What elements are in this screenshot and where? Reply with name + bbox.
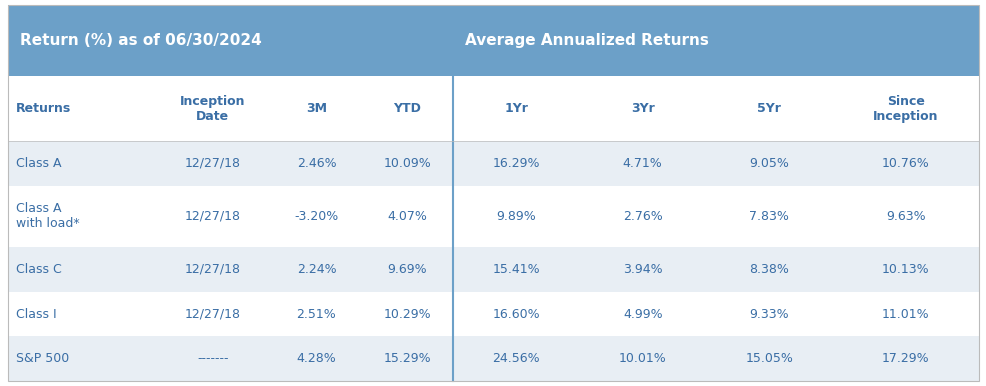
Text: 4.71%: 4.71% [622, 157, 662, 170]
Text: 12/27/18: 12/27/18 [184, 157, 241, 170]
Bar [8, 5, 978, 76]
Text: 10.09%: 10.09% [384, 157, 431, 170]
Bar [8, 76, 978, 141]
Text: -3.20%: -3.20% [294, 210, 338, 223]
Text: 9.05%: 9.05% [748, 157, 789, 170]
Text: 15.05%: 15.05% [744, 352, 793, 366]
Text: 15.29%: 15.29% [384, 352, 431, 366]
Text: 10.01%: 10.01% [618, 352, 666, 366]
Text: 9.33%: 9.33% [748, 308, 788, 320]
Text: Class C: Class C [16, 262, 61, 276]
Text: Average Annualized Returns: Average Annualized Returns [464, 33, 708, 48]
Text: -------: ------- [197, 352, 229, 366]
Bar [8, 247, 978, 291]
Text: 12/27/18: 12/27/18 [184, 262, 241, 276]
Text: Class A: Class A [16, 157, 61, 170]
Text: Since
Inception: Since Inception [873, 95, 938, 123]
Text: 1Yr: 1Yr [504, 102, 528, 115]
Text: 10.29%: 10.29% [384, 308, 431, 320]
Bar [8, 337, 978, 381]
Text: 8.38%: 8.38% [748, 262, 789, 276]
Text: 17.29%: 17.29% [881, 352, 929, 366]
Text: 3.94%: 3.94% [622, 262, 662, 276]
Text: 2.24%: 2.24% [297, 262, 336, 276]
Text: 16.60%: 16.60% [492, 308, 539, 320]
Text: 15.41%: 15.41% [492, 262, 539, 276]
Text: 9.89%: 9.89% [496, 210, 535, 223]
Text: 10.76%: 10.76% [880, 157, 929, 170]
Text: Inception
Date: Inception Date [179, 95, 246, 123]
Text: 3Yr: 3Yr [630, 102, 654, 115]
Text: 12/27/18: 12/27/18 [184, 308, 241, 320]
Text: 9.69%: 9.69% [387, 262, 427, 276]
Text: 24.56%: 24.56% [492, 352, 539, 366]
Text: 7.83%: 7.83% [748, 210, 789, 223]
Text: Class I: Class I [16, 308, 56, 320]
Text: 4.07%: 4.07% [387, 210, 427, 223]
Text: 4.99%: 4.99% [622, 308, 662, 320]
Bar [8, 291, 978, 337]
Text: 3M: 3M [306, 102, 326, 115]
Bar [8, 141, 978, 186]
Text: 9.63%: 9.63% [885, 210, 925, 223]
Text: 10.13%: 10.13% [881, 262, 929, 276]
Text: 11.01%: 11.01% [881, 308, 929, 320]
Text: Returns: Returns [16, 102, 71, 115]
Text: Class A
with load*: Class A with load* [16, 202, 79, 230]
Text: YTD: YTD [393, 102, 421, 115]
Text: 5Yr: 5Yr [756, 102, 780, 115]
Text: 12/27/18: 12/27/18 [184, 210, 241, 223]
Text: Return (%) as of 06/30/2024: Return (%) as of 06/30/2024 [20, 33, 261, 48]
Bar [8, 186, 978, 247]
Text: 2.46%: 2.46% [297, 157, 336, 170]
Text: 4.28%: 4.28% [296, 352, 336, 366]
Text: 16.29%: 16.29% [492, 157, 539, 170]
Text: 2.51%: 2.51% [296, 308, 336, 320]
Text: S&P 500: S&P 500 [16, 352, 69, 366]
Text: 2.76%: 2.76% [622, 210, 662, 223]
